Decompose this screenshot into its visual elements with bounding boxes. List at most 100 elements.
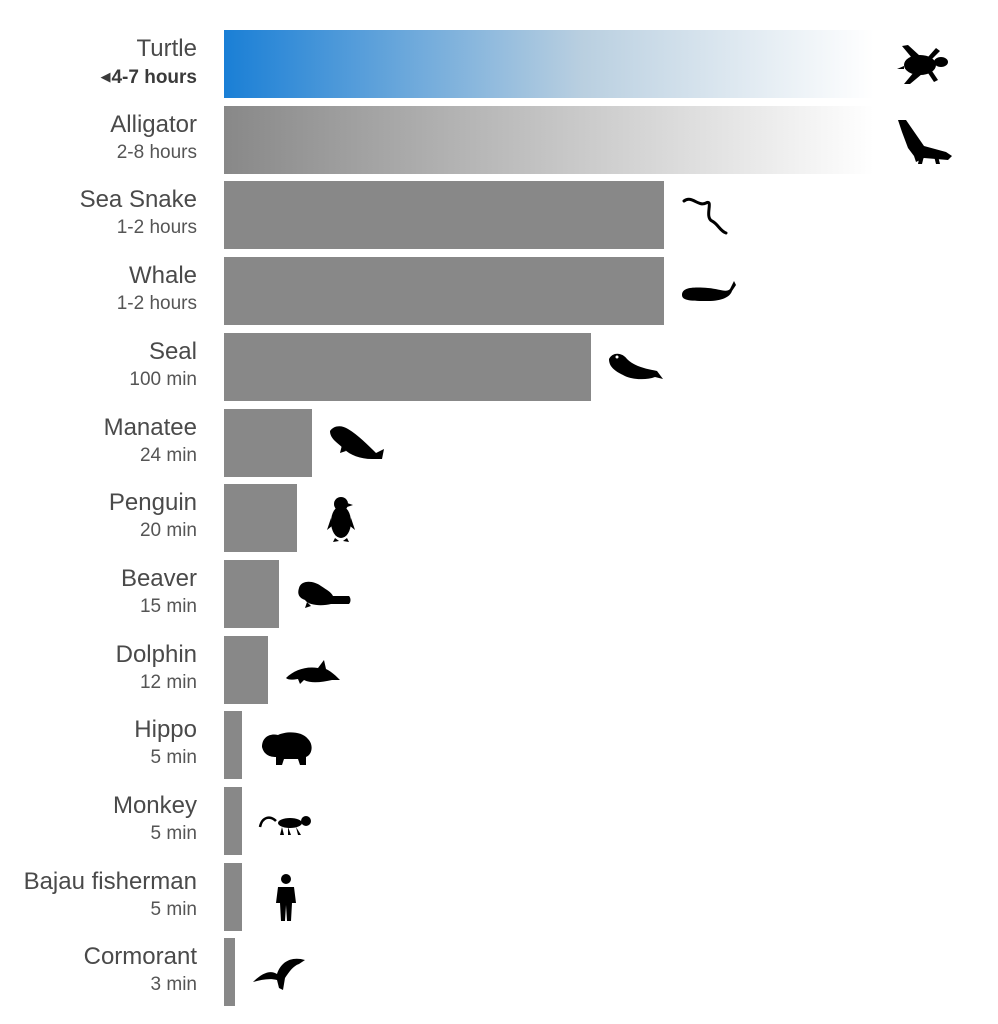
bar-row: Dolphin 12 min [0, 635, 998, 704]
duration-text: 20 min [139, 520, 197, 542]
duration-text: 1-2 hours [116, 293, 197, 315]
bar [224, 787, 243, 855]
duration-text: 5 min [150, 747, 197, 769]
seal-icon [605, 343, 665, 393]
duration-label: 20 min [140, 520, 197, 542]
bar-label: Whale 1-2 hours [0, 257, 197, 325]
bar-fill [224, 408, 313, 477]
beaver-icon [293, 570, 353, 620]
duration-text: 24 min [139, 444, 197, 466]
bar-fill [224, 635, 269, 704]
bar [224, 408, 313, 477]
bar-label: Turtle ◀4-7 hours [0, 30, 197, 98]
bar [224, 30, 874, 98]
category-name: Sea Snake [79, 186, 197, 214]
bar [224, 257, 665, 326]
bar [224, 332, 591, 401]
category-name: Seal [148, 337, 197, 365]
duration-label: 24 min [140, 445, 197, 467]
person-icon [256, 873, 316, 923]
bar-fill [224, 332, 591, 401]
duration-label: 3 min [151, 974, 197, 996]
bar [224, 862, 243, 931]
bar-label: Seal 100 min [0, 333, 197, 401]
category-name: Beaver [120, 564, 197, 592]
duration-label: 12 min [140, 672, 197, 694]
category-name: Turtle [136, 35, 197, 62]
category-name: Manatee [103, 413, 197, 441]
category-name: Bajau fisherman [23, 867, 197, 895]
bar-row: Cormorant 3 min [0, 938, 998, 1007]
bar-fill [224, 559, 280, 628]
category-name: Whale [128, 262, 197, 290]
bar-row: Penguin 20 min [0, 484, 998, 553]
duration-text: 5 min [150, 898, 197, 920]
duration-label: 5 min [151, 747, 197, 769]
bar-label: Bajau fisherman 5 min [0, 863, 197, 931]
category-name: Cormorant [83, 943, 197, 971]
duration-label: 5 min [151, 823, 197, 845]
bar-row: Sea Snake 1-2 hours [0, 181, 998, 250]
duration-label: 15 min [140, 596, 197, 618]
bar-label: Dolphin 12 min [0, 636, 197, 704]
bar [224, 711, 243, 780]
bar-label: Cormorant 3 min [0, 938, 197, 1006]
bar [224, 484, 298, 553]
duration-text: 4-7 hours [111, 67, 197, 88]
bar-fill [224, 938, 235, 1007]
duration-label: 1-2 hours [117, 217, 197, 239]
manatee-icon [326, 419, 386, 469]
category-name: Monkey [112, 792, 197, 819]
hippo-icon [256, 721, 316, 771]
duration-text: 2-8 hours [116, 141, 197, 163]
bar-row: Bajau fisherman 5 min [0, 862, 998, 931]
bar-fill [224, 484, 298, 553]
cormorant-icon [249, 948, 309, 998]
monkey-icon [256, 797, 316, 847]
bar-row: Hippo 5 min [0, 711, 998, 780]
alligator-icon [894, 116, 954, 166]
penguin-icon [311, 494, 371, 544]
sea-snake-icon [678, 191, 738, 241]
bar [224, 559, 280, 628]
pointer-arrow-icon: ◀ [100, 69, 111, 84]
bar-label: Monkey 5 min [0, 787, 197, 855]
bar-row: Monkey 5 min [0, 787, 998, 855]
whale-icon [678, 267, 738, 317]
duration-text: 100 min [129, 368, 197, 390]
bar-fill [224, 257, 665, 326]
bar-row: Whale 1-2 hours [0, 257, 998, 326]
duration-text: 3 min [150, 974, 197, 996]
category-name: Alligator [110, 110, 197, 138]
bar-label: Hippo 5 min [0, 711, 197, 779]
dolphin-icon [282, 646, 342, 696]
bar-row: Seal 100 min [0, 332, 998, 401]
bar-label: Sea Snake 1-2 hours [0, 181, 197, 249]
duration-text: 12 min [139, 671, 197, 693]
bar-fill [224, 181, 665, 250]
category-name: Penguin [108, 489, 197, 517]
category-name: Hippo [134, 716, 197, 744]
duration-label: 100 min [129, 369, 197, 391]
bar-fill [224, 787, 243, 855]
duration-label: 2-8 hours [117, 142, 197, 164]
bar-fill [224, 105, 874, 174]
bar-fill [224, 711, 243, 780]
duration-text: 1-2 hours [116, 217, 197, 239]
bar-row: Beaver 15 min [0, 559, 998, 628]
duration-label: ◀4-7 hours [100, 66, 197, 89]
bar-row: Manatee 24 min [0, 408, 998, 477]
bar-label: Beaver 15 min [0, 560, 197, 628]
bar [224, 938, 235, 1007]
bar-fill [224, 30, 874, 98]
duration-text: 5 min [150, 823, 197, 844]
bar-fill [224, 862, 243, 931]
turtle-icon [894, 40, 954, 90]
bar [224, 635, 269, 704]
duration-label: 1-2 hours [117, 293, 197, 315]
bar-row: Alligator 2-8 hours [0, 105, 998, 174]
bar-label: Penguin 20 min [0, 484, 197, 552]
bar-label: Manatee 24 min [0, 409, 197, 477]
bar-label: Alligator 2-8 hours [0, 106, 197, 174]
